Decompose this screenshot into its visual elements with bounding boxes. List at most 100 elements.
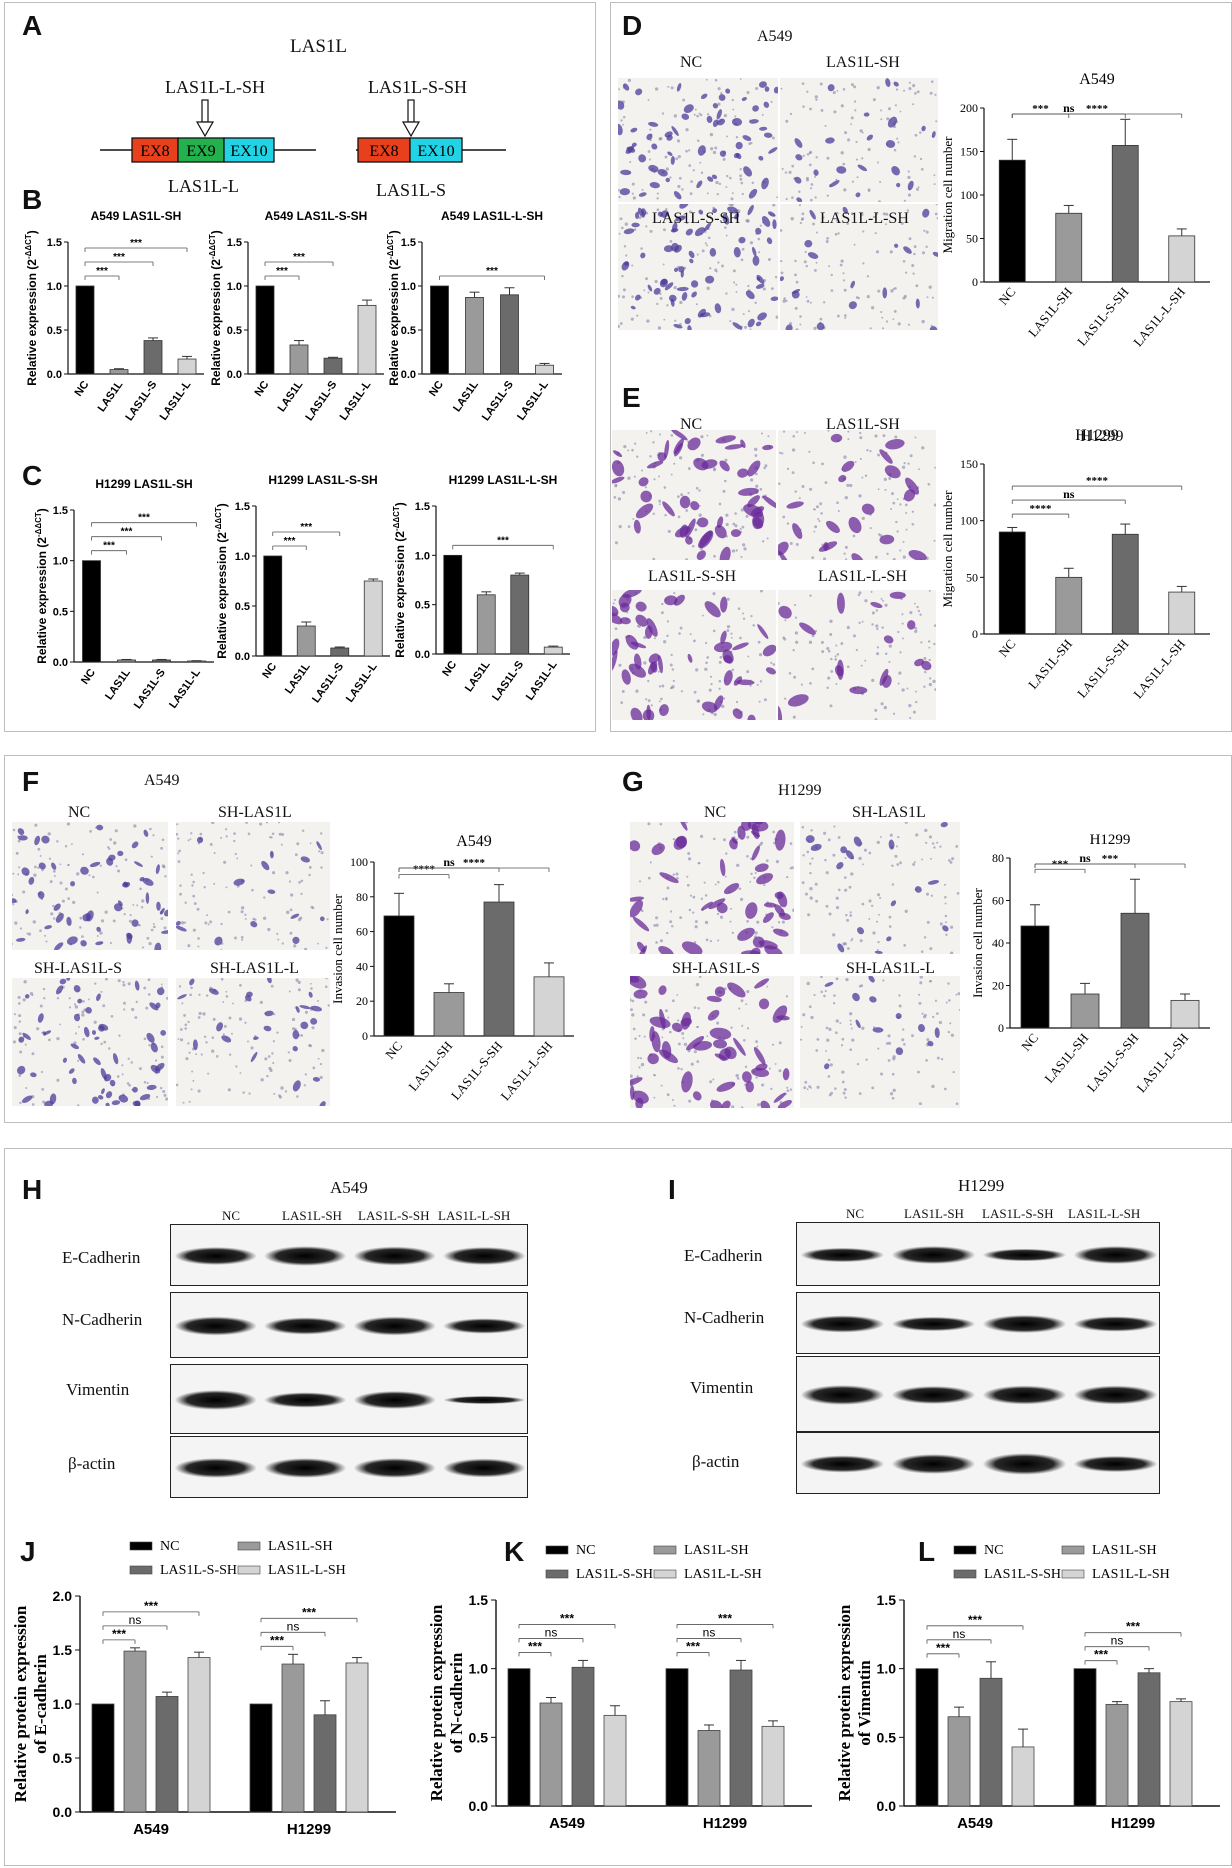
stained-cell bbox=[732, 322, 743, 330]
membrane-pore bbox=[718, 679, 722, 683]
membrane-pore bbox=[815, 156, 818, 159]
stained-cell bbox=[727, 982, 746, 998]
membrane-pore bbox=[815, 261, 818, 264]
membrane-pore bbox=[772, 830, 775, 834]
stained-cell bbox=[719, 150, 727, 157]
membrane-pore bbox=[632, 518, 635, 520]
membrane-pore bbox=[793, 603, 797, 606]
membrane-pore bbox=[840, 104, 844, 108]
membrane-pore bbox=[225, 990, 228, 993]
membrane-pore bbox=[179, 884, 182, 887]
membrane-pore bbox=[876, 161, 879, 164]
stained-cell bbox=[696, 550, 706, 560]
membrane-pore bbox=[42, 987, 46, 991]
membrane-pore bbox=[809, 150, 813, 154]
membrane-pore bbox=[618, 88, 620, 91]
stained-cell bbox=[752, 255, 760, 266]
membrane-pore bbox=[278, 1094, 281, 1097]
membrane-pore bbox=[823, 557, 827, 560]
membrane-pore bbox=[183, 921, 187, 924]
bar bbox=[465, 297, 484, 375]
membrane-pore bbox=[879, 896, 882, 900]
membrane-pore bbox=[928, 590, 931, 592]
stained-cell bbox=[292, 1029, 300, 1040]
membrane-pore bbox=[884, 652, 888, 656]
stained-cell bbox=[895, 1013, 902, 1020]
membrane-pore bbox=[714, 146, 718, 150]
x-tick-label: NC bbox=[427, 379, 446, 399]
stained-cell bbox=[673, 191, 682, 200]
membrane-pore bbox=[795, 280, 799, 284]
membrane-pore bbox=[843, 876, 847, 879]
membrane-pore bbox=[318, 850, 321, 853]
sig-label: *** bbox=[686, 1639, 700, 1653]
membrane-pore bbox=[107, 1047, 111, 1050]
bar bbox=[535, 364, 554, 375]
membrane-pore bbox=[712, 629, 716, 633]
stained-cell bbox=[764, 945, 783, 954]
membrane-pore bbox=[758, 700, 761, 703]
stained-cell bbox=[112, 1053, 119, 1065]
stained-cell bbox=[774, 891, 784, 900]
tile-label: LAS1L-S-SH bbox=[648, 568, 737, 585]
membrane-pore bbox=[184, 1027, 187, 1030]
membrane-pore bbox=[804, 892, 808, 896]
bar bbox=[109, 369, 129, 375]
membrane-pore bbox=[631, 448, 634, 452]
membrane-pore bbox=[847, 430, 850, 433]
membrane-pore bbox=[155, 1095, 159, 1099]
legend-swatch bbox=[129, 1541, 153, 1551]
stained-cell bbox=[921, 125, 926, 132]
stained-cell bbox=[849, 686, 868, 695]
membrane-pore bbox=[235, 1065, 238, 1068]
membrane-pore bbox=[928, 646, 931, 649]
stained-cell bbox=[319, 916, 325, 922]
membrane-pore bbox=[79, 926, 82, 929]
x-tick-label: A549 bbox=[957, 1815, 993, 1832]
stained-cell bbox=[648, 121, 659, 127]
stained-cell bbox=[625, 145, 635, 154]
membrane-pore bbox=[893, 309, 897, 313]
stained-cell bbox=[267, 889, 276, 894]
membrane-pore bbox=[688, 149, 691, 152]
bar bbox=[1120, 912, 1150, 1029]
membrane-pore bbox=[240, 910, 244, 914]
membrane-pore bbox=[902, 555, 906, 559]
membrane-pore bbox=[901, 637, 904, 640]
stained-cell bbox=[747, 714, 756, 720]
membrane-pore bbox=[742, 1038, 746, 1042]
stained-cell bbox=[42, 1031, 46, 1036]
membrane-pore bbox=[847, 438, 850, 441]
stained-cell bbox=[742, 135, 752, 141]
membrane-pore bbox=[723, 479, 727, 483]
y-tick-label: 150 bbox=[960, 457, 978, 471]
membrane-pore bbox=[951, 857, 955, 861]
stained-cell bbox=[905, 477, 920, 495]
membrane-pore bbox=[663, 228, 666, 232]
membrane-pore bbox=[921, 446, 925, 450]
membrane-pore bbox=[618, 294, 620, 298]
membrane-pore bbox=[192, 1079, 195, 1082]
membrane-pore bbox=[902, 89, 906, 92]
membrane-pore bbox=[869, 327, 872, 330]
membrane-pore bbox=[730, 197, 734, 201]
membrane-pore bbox=[685, 558, 689, 560]
membrane-pore bbox=[887, 1041, 892, 1045]
exon-label: EX8 bbox=[140, 143, 169, 160]
membrane-pore bbox=[192, 928, 196, 932]
sig-label: *** bbox=[1032, 103, 1049, 115]
membrane-pore bbox=[767, 435, 770, 438]
membrane-pore bbox=[776, 196, 778, 199]
membrane-pore bbox=[888, 476, 892, 480]
membrane-pore bbox=[123, 1008, 126, 1011]
membrane-pore bbox=[673, 1104, 676, 1107]
membrane-pore bbox=[909, 716, 912, 720]
stained-cell bbox=[113, 903, 123, 912]
stained-cell bbox=[908, 550, 927, 560]
membrane-pore bbox=[908, 237, 912, 241]
membrane-pore bbox=[12, 942, 14, 945]
membrane-pore bbox=[211, 1036, 215, 1039]
membrane-pore bbox=[798, 190, 801, 193]
